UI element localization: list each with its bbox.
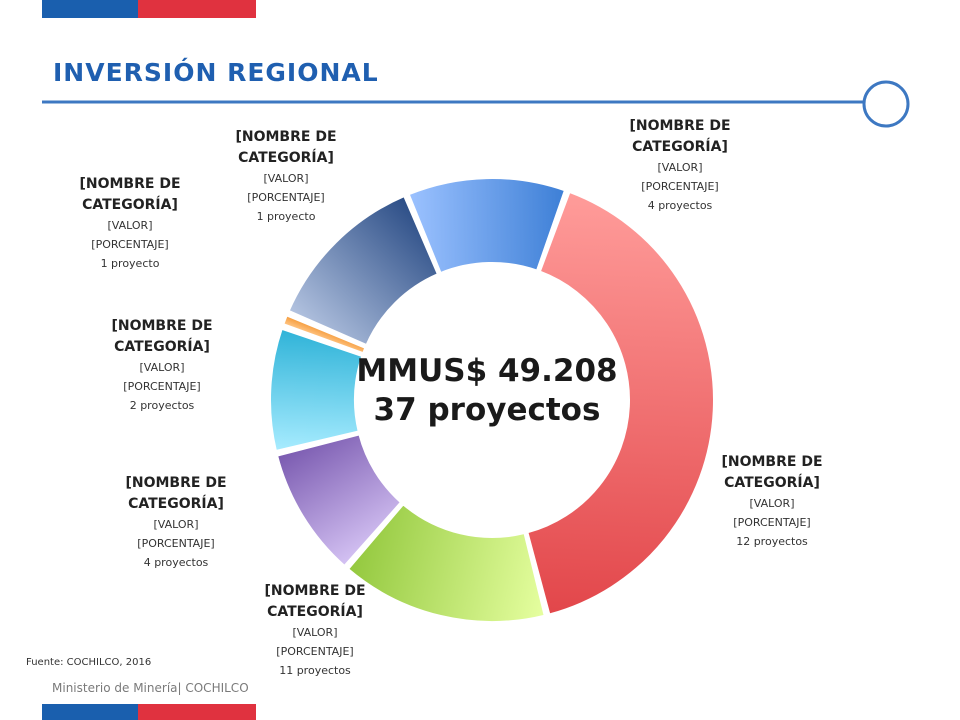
category-name: [NOMBRE DE CATEGORÍA]: [721, 454, 823, 491]
category-value: [VALOR]: [107, 219, 153, 232]
category-percent: [PORCENTAJE]: [91, 238, 169, 251]
title-underline: [42, 80, 910, 128]
total-investment: MMUS$ 49.208: [356, 353, 618, 389]
flag-red-block: [138, 704, 256, 720]
flag-blue-block: [42, 0, 138, 18]
total-projects: 37 proyectos: [373, 391, 601, 428]
donut-segment: [282, 314, 367, 355]
category-name: [NOMBRE DE CATEGORÍA]: [235, 129, 337, 166]
footer-text: Ministerio de Minería| COCHILCO: [52, 681, 249, 695]
category-projects: 1 proyecto: [256, 210, 316, 223]
category-percent: [PORCENTAJE]: [641, 180, 719, 193]
category-percent: [PORCENTAJE]: [137, 537, 215, 550]
category-name: [NOMBRE DE CATEGORÍA]: [125, 475, 227, 512]
donut-segment: [275, 433, 403, 568]
donut-segment: [526, 190, 715, 616]
category-projects: 4 proyectos: [647, 199, 713, 212]
category-value: [VALOR]: [657, 161, 703, 174]
category-value: [VALOR]: [749, 497, 795, 510]
category-label: [NOMBRE DE CATEGORÍA] [VALOR] [PORCENTAJ…: [225, 581, 405, 680]
donut-segment: [407, 177, 567, 275]
title-circle-ornament: [862, 80, 910, 128]
page-title: INVERSIÓN REGIONAL: [53, 58, 379, 87]
category-percent: [PORCENTAJE]: [276, 645, 354, 658]
category-value: [VALOR]: [292, 626, 338, 639]
flag-red-block: [138, 0, 256, 18]
category-value: [VALOR]: [263, 172, 309, 185]
flag-blue-block: [42, 704, 138, 720]
category-projects: 4 proyectos: [143, 556, 209, 569]
category-percent: [PORCENTAJE]: [247, 191, 325, 204]
category-label: [NOMBRE DE CATEGORÍA] [VALOR] [PORCENTAJ…: [72, 316, 252, 415]
category-label: [NOMBRE DE CATEGORÍA] [VALOR] [PORCENTAJ…: [196, 127, 376, 226]
donut-segment: [346, 502, 546, 623]
category-label: [NOMBRE DE CATEGORÍA] [VALOR] [PORCENTAJ…: [86, 473, 266, 572]
donut-segment: [287, 194, 440, 347]
category-name: [NOMBRE DE CATEGORÍA]: [79, 176, 181, 213]
category-name: [NOMBRE DE CATEGORÍA]: [264, 583, 366, 620]
category-label: [NOMBRE DE CATEGORÍA] [VALOR] [PORCENTAJ…: [590, 116, 770, 215]
category-name: [NOMBRE DE CATEGORÍA]: [111, 318, 213, 355]
category-name: [NOMBRE DE CATEGORÍA]: [629, 118, 731, 155]
source-note: Fuente: COCHILCO, 2016: [26, 657, 152, 668]
category-value: [VALOR]: [139, 361, 185, 374]
category-label: [NOMBRE DE CATEGORÍA] [VALOR] [PORCENTAJ…: [682, 452, 862, 551]
donut-center-label: MMUS$ 49.208 37 proyectos: [352, 352, 622, 430]
category-percent: [PORCENTAJE]: [123, 380, 201, 393]
flag-bar-top: [42, 0, 256, 18]
category-percent: [PORCENTAJE]: [733, 516, 811, 529]
category-projects: 11 proyectos: [279, 664, 351, 677]
donut-segment: [269, 327, 364, 453]
category-value: [VALOR]: [153, 518, 199, 531]
category-projects: 2 proyectos: [129, 399, 195, 412]
category-projects: 12 proyectos: [736, 535, 808, 548]
category-label: [NOMBRE DE CATEGORÍA] [VALOR] [PORCENTAJ…: [40, 174, 220, 273]
flag-bar-bottom: [42, 704, 256, 720]
category-projects: 1 proyecto: [100, 257, 160, 270]
